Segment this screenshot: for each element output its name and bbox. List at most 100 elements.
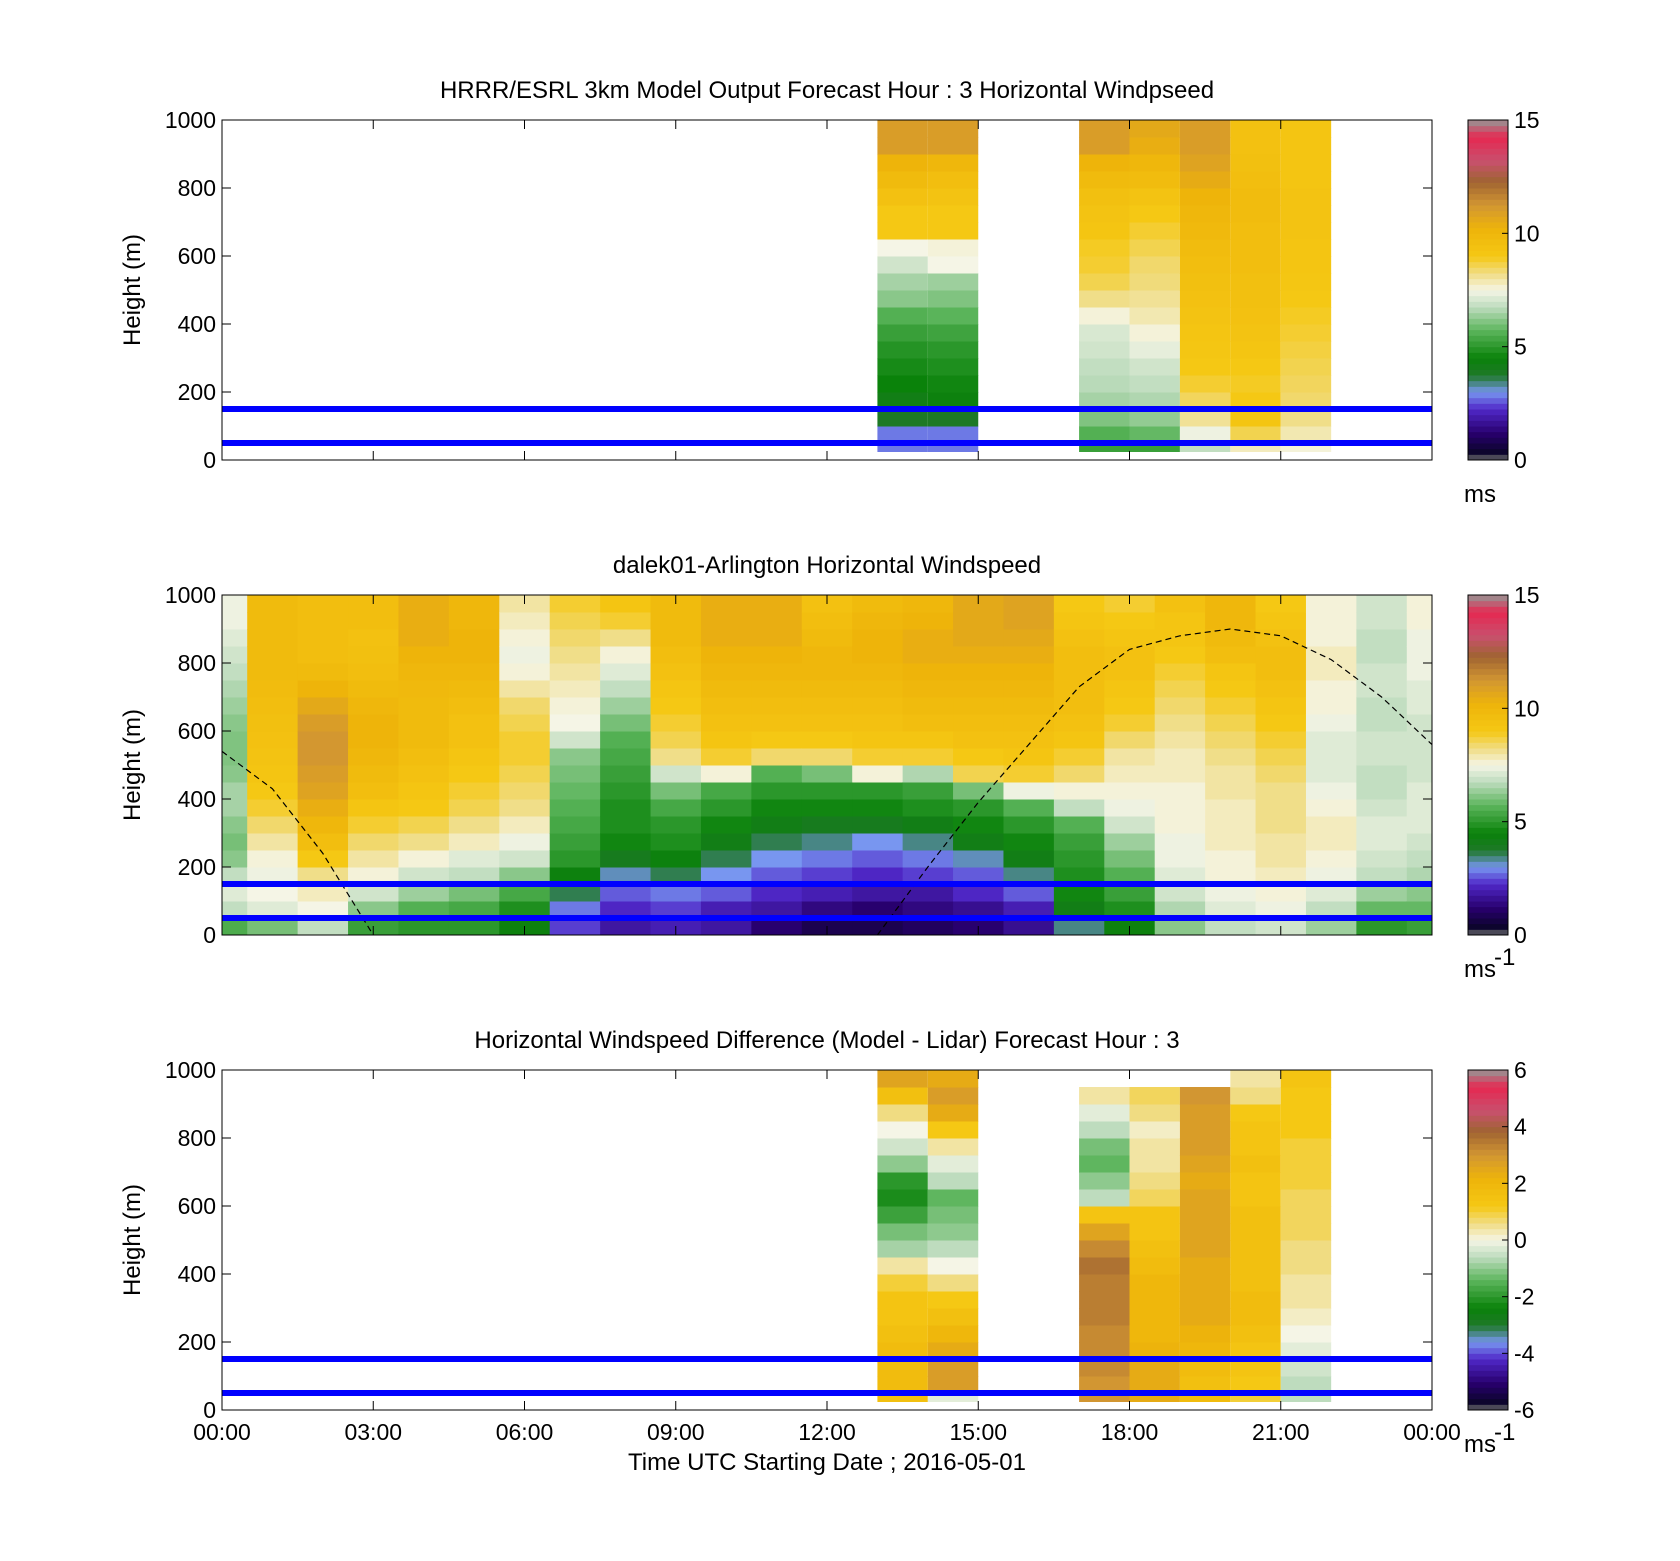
heatmap-cell (650, 612, 702, 630)
colorbar-swatch (1468, 1177, 1508, 1184)
heatmap-cell (1230, 1342, 1281, 1360)
heatmap-cell (801, 901, 853, 919)
heatmap-cell (549, 748, 601, 766)
heatmap-cell (1230, 205, 1281, 223)
heatmap-cell (499, 663, 551, 681)
heatmap-cell (247, 697, 299, 715)
heatmap-cell (247, 884, 299, 902)
heatmap-cell (927, 1291, 979, 1309)
y-axis-label: Height (m) (119, 234, 146, 346)
heatmap-cell (927, 1206, 979, 1224)
heatmap-cell (222, 765, 248, 783)
colorbar-swatch (1468, 454, 1508, 461)
heatmap-cell (1280, 1223, 1332, 1241)
heatmap-cell (549, 765, 601, 783)
heatmap-cell (877, 137, 928, 155)
heatmap-cell (1179, 426, 1231, 444)
colorbar-swatch (1468, 1268, 1508, 1275)
heatmap-cell (1255, 782, 1307, 800)
colorbar-swatch (1468, 414, 1508, 421)
colorbar-swatch (1468, 165, 1508, 172)
heatmap-cell (902, 731, 954, 749)
colorbar-tick-label: 5 (1514, 809, 1527, 835)
heatmap-cell (927, 1172, 979, 1190)
heatmap-cell (448, 850, 500, 868)
colorbar-tick-label: 0 (1514, 447, 1527, 473)
colorbar-swatch (1468, 1274, 1508, 1281)
heatmap-cell (1129, 1359, 1180, 1377)
heatmap-cell (1230, 392, 1281, 410)
heatmap-cell (1003, 782, 1055, 800)
heatmap-cell (1356, 714, 1408, 732)
heatmap-cell (398, 833, 450, 851)
heatmap-cell (1230, 1240, 1281, 1258)
colorbar-swatch (1468, 1387, 1508, 1394)
heatmap-cell (927, 1189, 979, 1207)
heatmap-cell (499, 697, 551, 715)
heatmap-cell (1079, 1189, 1130, 1207)
heatmap-cell (1255, 612, 1307, 630)
colorbar-swatch (1468, 600, 1508, 607)
heatmap-cell (1356, 833, 1408, 851)
heatmap-cell (1305, 884, 1357, 902)
chart-title: Horizontal Windspeed Difference (Model -… (474, 1027, 1179, 1054)
heatmap-cell (1305, 765, 1357, 783)
heatmap-cell (1255, 663, 1307, 681)
heatmap-cell (549, 629, 601, 647)
colorbar-swatch (1468, 861, 1508, 868)
y-tick-label: 600 (178, 718, 216, 744)
heatmap-cell (1129, 1308, 1180, 1326)
heatmap-cell (1280, 273, 1332, 291)
heatmap-cell (852, 765, 904, 783)
heatmap-cell (1230, 1087, 1281, 1105)
heatmap-cell (1104, 612, 1156, 630)
heatmap-cell (927, 273, 979, 291)
heatmap-cell (1053, 748, 1105, 766)
heatmap-cell (650, 629, 702, 647)
heatmap-cell (1053, 901, 1105, 919)
heatmap-cell (877, 171, 928, 189)
heatmap-cell (348, 714, 399, 732)
heatmap-cell (348, 867, 399, 885)
heatmap-cell (600, 629, 652, 647)
heatmap-cell (448, 629, 500, 647)
colorbar-tick-label: 0 (1514, 922, 1527, 948)
heatmap-cell (1079, 188, 1130, 206)
colorbar-swatch (1468, 210, 1508, 217)
heatmap-cell (1003, 663, 1055, 681)
heatmap-cell (499, 884, 551, 902)
heatmap-cell (953, 748, 1004, 766)
heatmap-cell (650, 850, 702, 868)
heatmap-cell (1230, 256, 1281, 274)
heatmap-cell (398, 867, 450, 885)
heatmap-cell (700, 714, 752, 732)
colorbar-swatch (1468, 719, 1508, 726)
y-tick-label: 400 (178, 1261, 216, 1287)
heatmap-cell (927, 1274, 979, 1292)
heatmap-cell (1179, 1291, 1231, 1309)
heatmap-cell (1230, 1104, 1281, 1122)
colorbar-swatch (1468, 708, 1508, 715)
colorbar-swatch (1468, 691, 1508, 698)
heatmap-cell (1406, 731, 1433, 749)
heatmap-cell (953, 629, 1004, 647)
heatmap-cell (600, 612, 652, 630)
colorbar-swatch (1468, 239, 1508, 246)
heatmap-cell (1230, 1393, 1281, 1402)
heatmap-cell (1179, 1206, 1231, 1224)
heatmap-cell (953, 816, 1004, 834)
heatmap-cell (549, 799, 601, 817)
heatmap-cell (549, 782, 601, 800)
colorbar: 0 5 10 15 ms (1464, 107, 1540, 508)
heatmap-cell (247, 765, 299, 783)
x-tick-label: 12:00 (798, 1419, 856, 1445)
heatmap-cell (247, 816, 299, 834)
colorbar-swatch (1468, 244, 1508, 251)
heatmap-cell (1003, 697, 1055, 715)
heatmap-cell (1205, 748, 1257, 766)
colorbar-swatch (1468, 171, 1508, 178)
colorbar-swatch (1468, 884, 1508, 891)
heatmap-cell (1230, 137, 1281, 155)
heatmap-cell (600, 663, 652, 681)
heatmap-cell (1179, 1325, 1231, 1343)
